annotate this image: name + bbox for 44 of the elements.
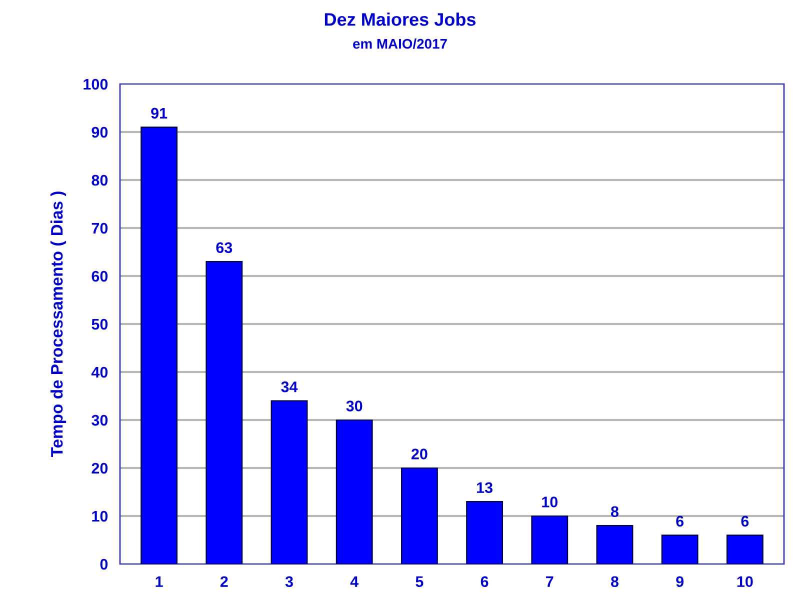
y-tick-label: 50	[92, 318, 108, 330]
data-label: 91	[151, 108, 168, 119]
x-tick-label: 4	[350, 576, 359, 587]
data-label: 6	[741, 516, 749, 527]
y-tick-label: 40	[91, 366, 108, 378]
y-tick-label: 20	[92, 462, 108, 474]
y-axis-title: Tempo de Processamento ( Dias )	[50, 192, 66, 458]
y-tick-label: 10	[92, 510, 108, 522]
bar	[466, 501, 504, 564]
bar	[140, 126, 178, 564]
x-tick-label: 2	[220, 576, 228, 587]
bar	[596, 525, 634, 564]
data-label: 30	[346, 400, 362, 412]
data-label: 20	[411, 448, 428, 460]
bar	[726, 534, 764, 564]
x-tick-label: 6	[480, 576, 488, 588]
y-tick-label: 60	[92, 270, 108, 282]
x-tick-label: 9	[676, 576, 684, 588]
y-tick-label: 80	[92, 174, 108, 186]
x-tick-label: 10	[737, 576, 753, 588]
y-tick-label: 30	[92, 414, 108, 426]
x-tick-label: 3	[285, 576, 293, 588]
x-tick-label: 1	[156, 576, 163, 587]
y-tick-label: 70	[92, 222, 108, 234]
data-label: 10	[542, 496, 558, 508]
y-tick-label: 0	[100, 558, 108, 570]
bar	[661, 534, 698, 564]
bar	[400, 467, 438, 564]
bar	[531, 515, 568, 564]
chart-subtitle: em MAIO/2017	[353, 38, 447, 49]
chart-title: Dez Maiores Jobs	[324, 12, 476, 26]
bar	[270, 400, 308, 564]
data-label: 63	[216, 242, 232, 254]
data-label: 8	[610, 506, 619, 518]
x-tick-label: 8	[610, 576, 619, 588]
y-tick-label: 90	[92, 126, 108, 138]
x-tick-label: 7	[546, 576, 554, 587]
data-label: 13	[477, 482, 492, 494]
bar	[336, 419, 373, 564]
y-tick-label: 100	[84, 78, 108, 90]
data-label: 6	[676, 516, 684, 527]
data-label: 34	[281, 381, 298, 392]
x-tick-label: 5	[416, 576, 424, 588]
bar	[206, 261, 243, 564]
